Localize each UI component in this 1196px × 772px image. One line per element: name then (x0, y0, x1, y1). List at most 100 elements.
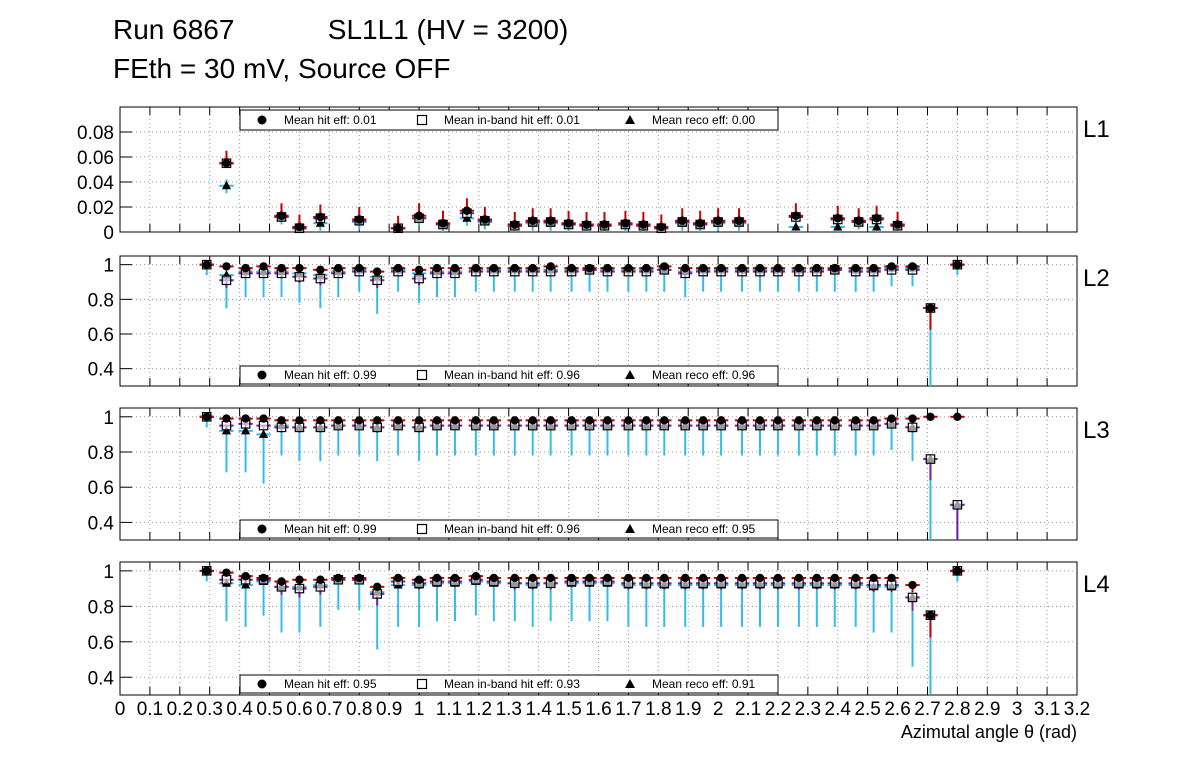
hit-point (414, 265, 424, 275)
legend-label: Mean in-band hit eff: 0.96 (444, 522, 580, 536)
hit-point (582, 220, 591, 229)
panel-label: L1 (1083, 116, 1110, 143)
x-tick-label: 0.7 (316, 699, 342, 720)
hit-point (755, 573, 765, 583)
x-tick-label: 0.8 (346, 699, 372, 720)
hit-point (585, 263, 594, 273)
legend-label-text: Mean in-band hit eff: (444, 522, 553, 536)
legend-label-text: Mean hit eff: (284, 113, 350, 127)
hit-point (639, 220, 648, 229)
legend-marker-inband (416, 678, 428, 690)
hit-point (737, 263, 747, 273)
inband-point (907, 422, 918, 433)
hit-point (887, 573, 896, 583)
legend-label-text: Mean hit eff: (284, 522, 350, 536)
hit-point (854, 216, 863, 225)
legend-marker-reco (625, 524, 635, 533)
hit-point (681, 573, 690, 583)
x-tick-label: 0.4 (226, 699, 253, 720)
chart-title-line2: FEth = 30 mV, Source OFF (113, 53, 451, 84)
legend-label: Mean in-band hit eff: 0.01 (444, 113, 580, 127)
x-tick-label: 1 (414, 699, 425, 720)
x-tick-label: 1.8 (645, 699, 671, 720)
hit-point (624, 416, 633, 425)
x-tick-label: 1.2 (466, 699, 492, 720)
x-tick-label: 1.3 (496, 699, 522, 720)
hit-point (241, 571, 250, 581)
legend-label: Mean reco eff: 0.95 (652, 522, 756, 536)
hit-point (926, 611, 935, 620)
legend-label: Mean hit eff: 0.95 (284, 677, 377, 691)
hit-point (489, 263, 499, 273)
legend-label: Mean reco eff: 0.96 (652, 368, 756, 382)
hit-point (660, 262, 669, 271)
y-tick-label: 1 (103, 562, 114, 583)
legend-label: Mean reco eff: 0.91 (652, 677, 756, 691)
x-tick-label: 1.9 (675, 699, 701, 720)
hit-point (393, 263, 403, 273)
hit-point (241, 263, 250, 273)
hit-point (471, 263, 481, 273)
hit-point (471, 416, 481, 425)
hit-point (624, 573, 633, 583)
hit-point (812, 573, 822, 583)
hit-point (681, 416, 690, 425)
hit-point (887, 262, 896, 271)
hit-point (794, 573, 804, 583)
hit-point (355, 263, 364, 273)
y-tick-label: 0.8 (88, 290, 114, 311)
reco-point (221, 180, 232, 190)
hit-point (316, 212, 325, 222)
hit-point (869, 263, 878, 273)
hit-point (241, 414, 250, 423)
hit-point (830, 263, 839, 273)
y-tick-label: 0.8 (88, 597, 114, 618)
hit-point (869, 573, 878, 583)
legend-value: 0.99 (353, 522, 377, 536)
hit-point (908, 580, 917, 590)
y-tick-label: 1 (103, 408, 114, 429)
panel-label: L3 (1083, 417, 1110, 444)
y-tick-label: 0.8 (88, 443, 114, 464)
x-tick-label: 3.1 (1034, 699, 1060, 720)
hit-point (887, 414, 896, 423)
hit-point (528, 263, 537, 273)
legend-value: 0.96 (557, 522, 581, 536)
x-tick-label: 0 (115, 699, 126, 720)
hit-point (334, 573, 343, 583)
hit-point (621, 219, 630, 228)
hit-point (773, 416, 783, 425)
x-tick-label: 0.9 (376, 699, 402, 720)
x-tick-label: 1.7 (615, 699, 641, 720)
legend-marker-hit (257, 524, 267, 534)
hit-point (393, 416, 403, 425)
hit-point (372, 582, 382, 592)
hit-point (277, 577, 286, 586)
legend-label: Mean hit eff: 0.99 (284, 522, 377, 536)
panel-label: L2 (1083, 265, 1110, 292)
y-tick-label: 0.6 (88, 478, 114, 499)
legend-label-text: Mean hit eff: (284, 368, 350, 382)
legend-label: Mean reco eff: 0.00 (652, 113, 756, 127)
hit-point (316, 265, 325, 275)
hit-point (334, 263, 343, 273)
hit-point (546, 416, 555, 425)
hit-point (567, 573, 576, 583)
hit-point (869, 416, 878, 425)
hit-point (316, 575, 325, 584)
hit-point (450, 573, 460, 583)
hit-point (660, 573, 669, 583)
hit-point (908, 262, 917, 271)
hit-point (657, 222, 666, 232)
y-tick-label: 0.6 (88, 325, 114, 346)
legend-marker-inband (416, 114, 428, 126)
hit-point (295, 575, 304, 584)
hit-point (316, 416, 325, 425)
x-tick-label: 0.6 (286, 699, 312, 720)
legend-label: Mean in-band hit eff: 0.93 (444, 677, 580, 691)
hit-point (510, 573, 519, 583)
x-tick-label: 2.5 (854, 699, 880, 720)
y-tick-label: 0.6 (88, 633, 114, 654)
hit-point (698, 263, 708, 273)
inband-point (372, 275, 382, 286)
